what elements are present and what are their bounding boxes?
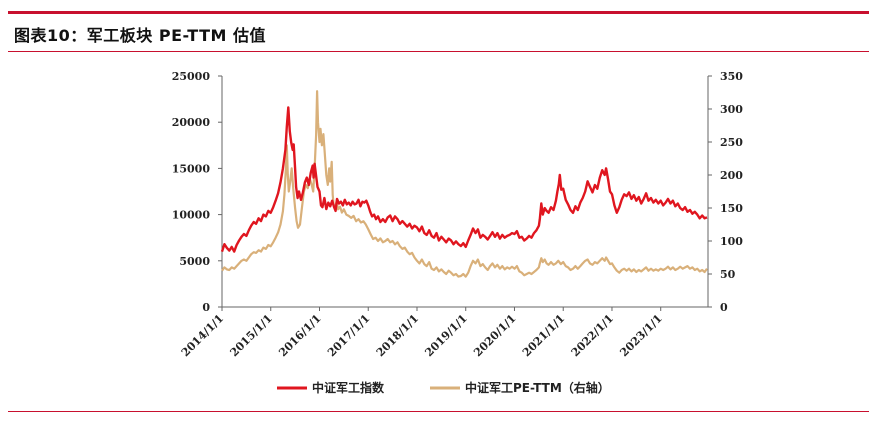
x-axis-tick-label: 2023/1/1 — [617, 312, 664, 359]
chart-lines — [220, 90, 708, 278]
x-axis-tick-label: 2019/1/1 — [422, 312, 469, 359]
chart-axes: 0 5000 10000 15000 20000 25000 0 50 100 150 200 250… — [172, 70, 744, 359]
x-axis-tick-label: 2015/1/1 — [228, 312, 275, 359]
left-axis-tick-label: 5000 — [179, 255, 210, 268]
footer-rule — [8, 411, 869, 412]
series-line-index — [220, 106, 708, 253]
legend-label-pe: 中证军工PE-TTM（右轴） — [465, 380, 610, 395]
x-axis-tick-label: 2017/1/1 — [325, 312, 372, 359]
right-axis-tick-label: 0 — [720, 301, 728, 314]
left-axis-tick-label: 10000 — [172, 209, 211, 222]
left-axis-tick-label: 0 — [202, 301, 210, 314]
header-bottom-rule — [8, 51, 869, 52]
right-axis-tick-label: 350 — [720, 70, 743, 83]
x-axis-tick-label: 2014/1/1 — [179, 312, 226, 359]
x-axis-tick-label: 2022/1/1 — [569, 312, 616, 359]
right-axis-tick-label: 100 — [720, 235, 743, 248]
right-axis-tick-label: 200 — [720, 169, 743, 182]
left-axis-tick-label: 20000 — [172, 116, 211, 129]
chart-legend: 中证军工指数 中证军工PE-TTM（右轴） — [277, 380, 610, 395]
page-title: 图表10：军工板块 PE-TTM 估值 — [14, 26, 266, 45]
series-line-pe — [221, 90, 708, 278]
right-axis-tick-label: 150 — [720, 202, 743, 215]
legend-label-index: 中证军工指数 — [312, 380, 385, 395]
left-axis-tick-label: 25000 — [172, 70, 211, 83]
header-top-rule — [8, 11, 869, 14]
right-axis-tick-label: 50 — [720, 268, 736, 281]
x-axis-tick-label: 2021/1/1 — [520, 312, 567, 359]
left-axis-tick-label: 15000 — [172, 162, 211, 175]
x-axis-tick-label: 2020/1/1 — [471, 312, 518, 359]
right-axis-tick-label: 250 — [720, 136, 743, 149]
x-axis-tick-label: 2018/1/1 — [374, 312, 421, 359]
right-axis-tick-label: 300 — [720, 103, 743, 116]
x-axis-tick-label: 2016/1/1 — [276, 312, 323, 359]
